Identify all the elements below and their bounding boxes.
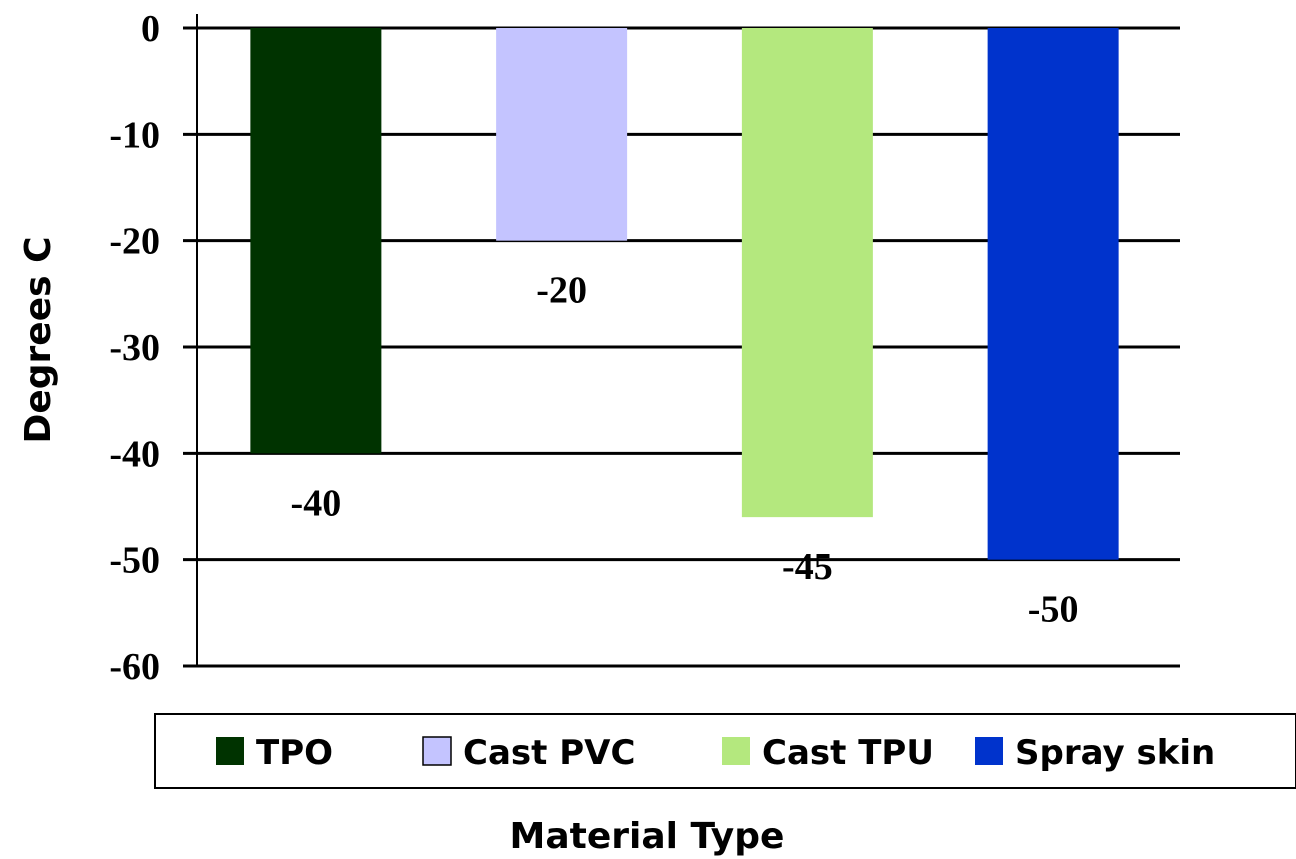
y-tick-label: -50 (109, 540, 160, 582)
legend-label: TPO (256, 733, 333, 773)
x-axis-title: Material Type (510, 816, 785, 857)
data-label: -50 (1028, 589, 1079, 631)
y-tick-label: -30 (109, 327, 160, 369)
bar-spray-skin (987, 28, 1119, 560)
y-tick-label: 0 (141, 8, 160, 50)
y-tick-labels: 0 -10 -20 -30 -40 -50 -60 (109, 8, 160, 688)
legend-label: Spray skin (1015, 733, 1215, 773)
bars (250, 28, 1119, 560)
legend-swatch (722, 737, 750, 765)
data-label: -40 (291, 482, 342, 524)
legend-swatch (975, 737, 1003, 765)
legend-label: Cast TPU (762, 733, 934, 773)
data-label: -20 (536, 270, 587, 312)
data-labels: -40 -20 -45 -50 (291, 270, 1079, 631)
y-axis-title: Degrees C (18, 236, 59, 443)
legend-swatch (422, 736, 452, 766)
legend: TPO Cast PVC Cast TPU Spray skin (154, 713, 1296, 789)
data-label: -45 (782, 546, 833, 588)
bar-cast-tpu (741, 28, 873, 518)
y-tick-label: -40 (109, 433, 160, 475)
legend-swatch (216, 737, 244, 765)
bar-cast-pvc (496, 28, 628, 241)
bar-tpo (250, 28, 382, 454)
y-tick-label: -10 (109, 114, 160, 156)
legend-label: Cast PVC (463, 733, 635, 773)
y-tick-label: -60 (109, 646, 160, 688)
y-tick-label: -20 (109, 221, 160, 263)
